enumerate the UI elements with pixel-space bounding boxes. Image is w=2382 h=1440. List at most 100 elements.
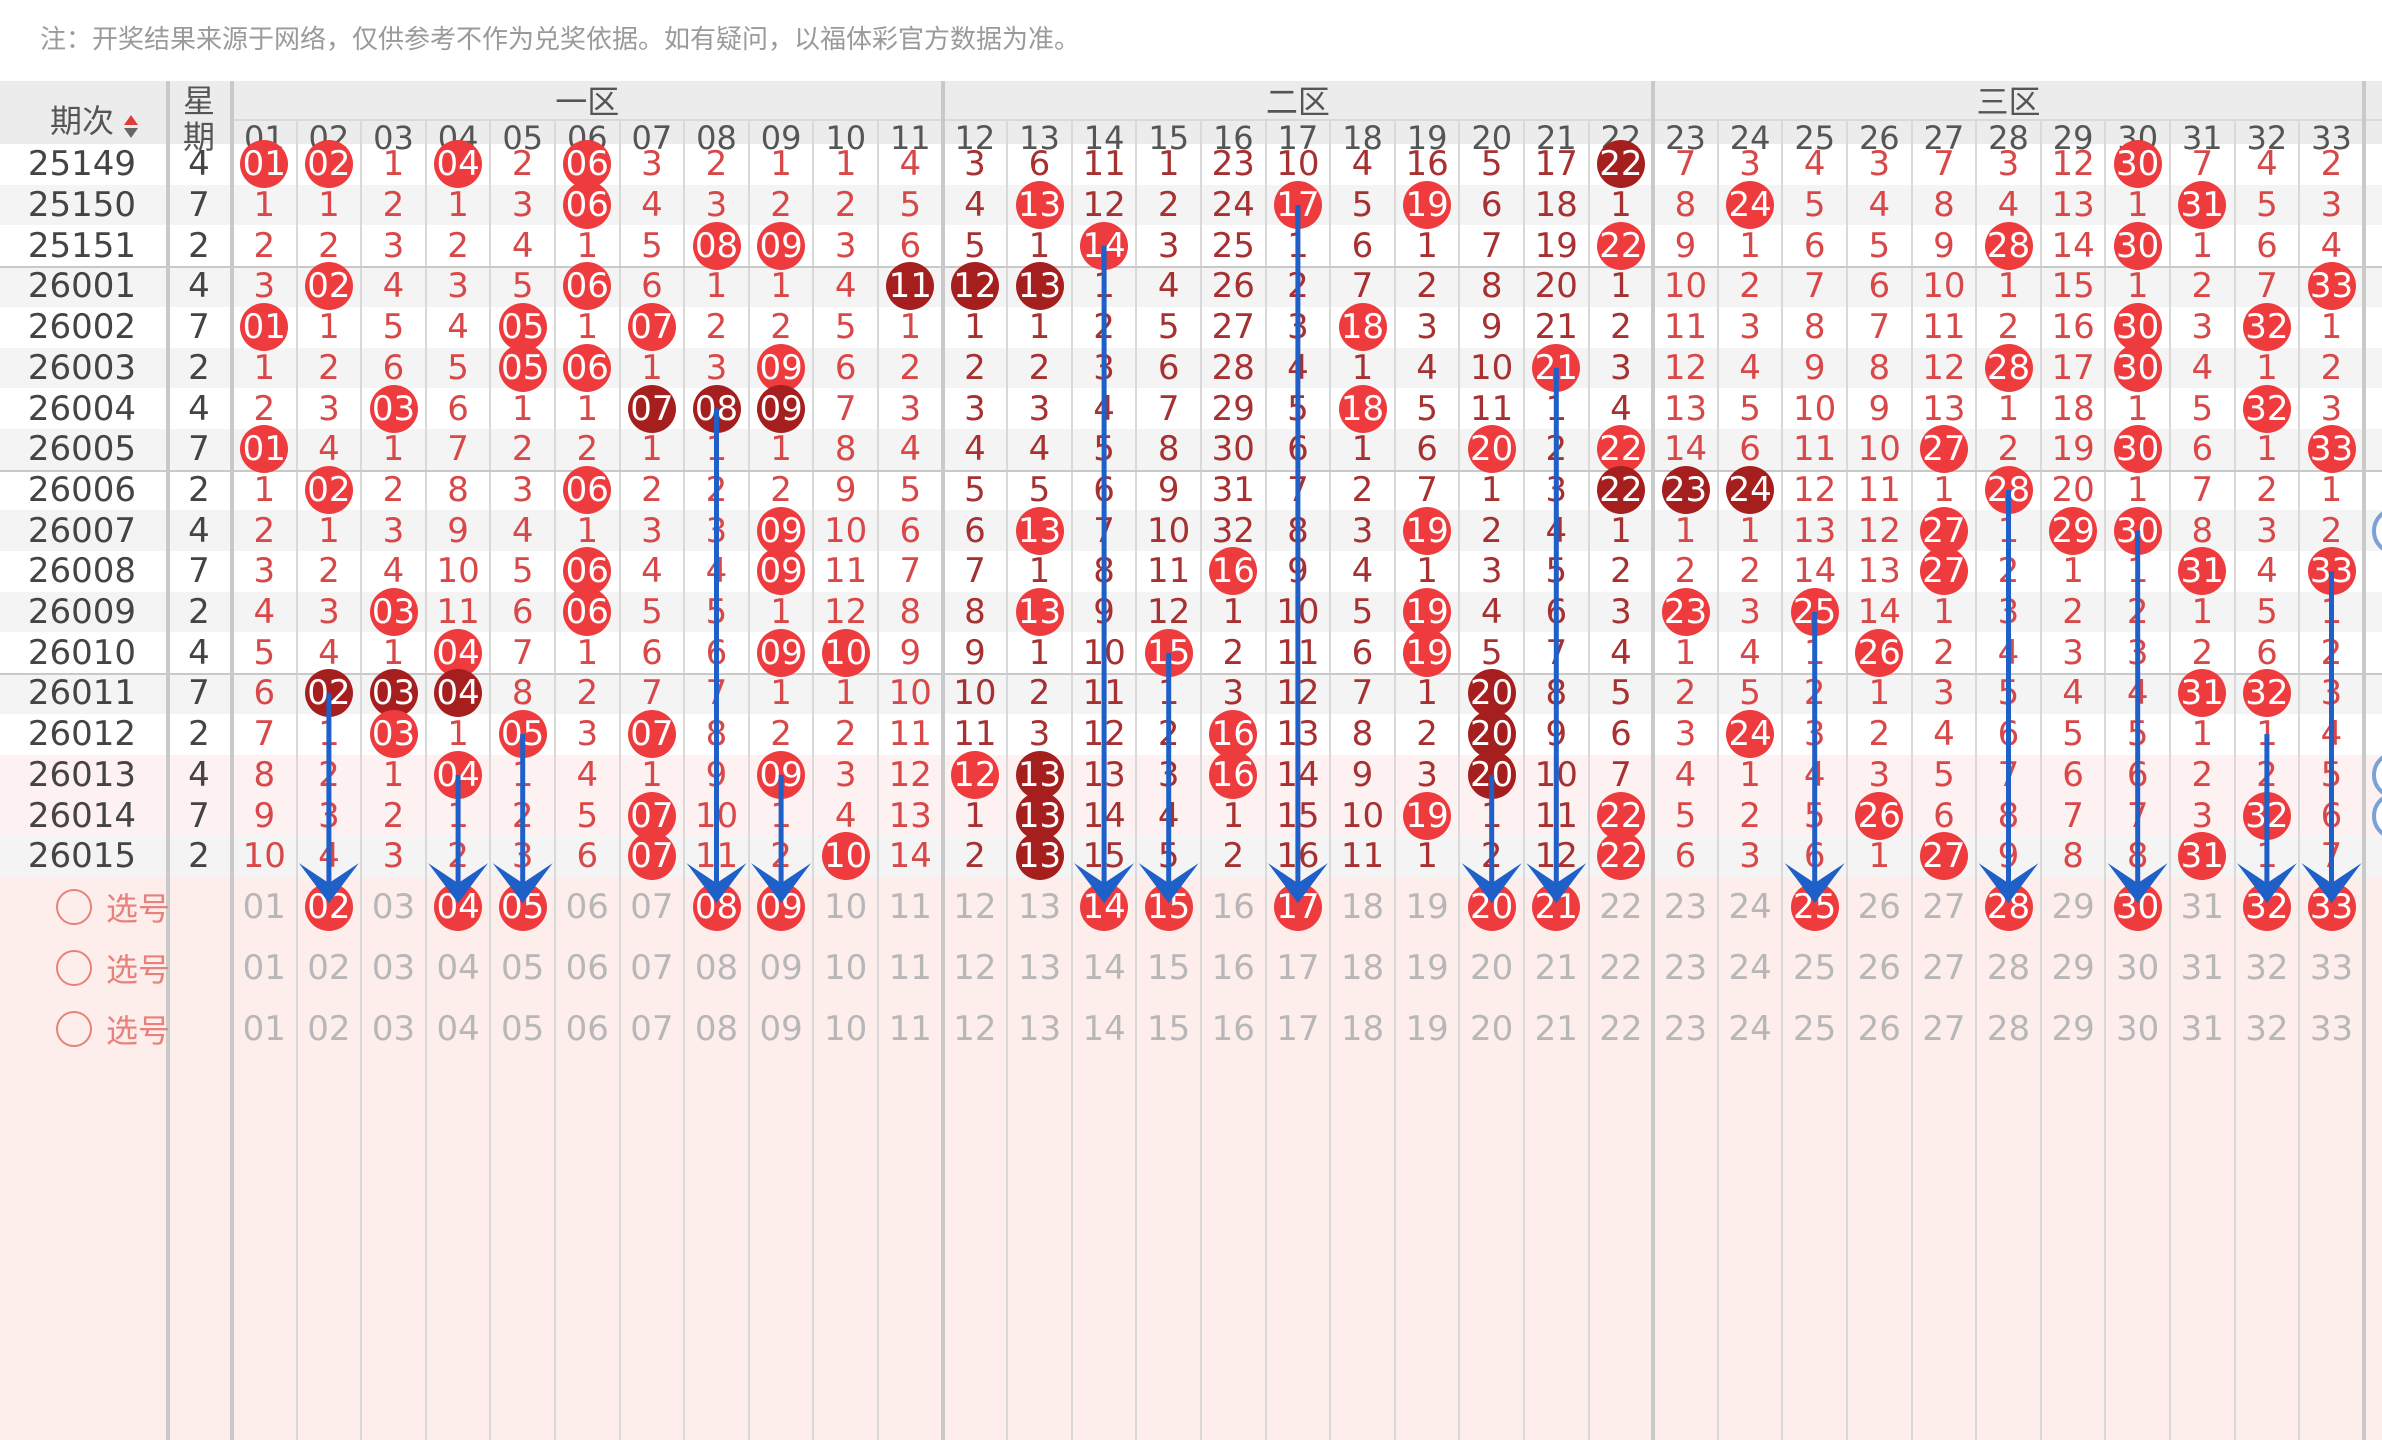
selected-ball-05[interactable]: 05 xyxy=(498,883,547,932)
select-number-11[interactable]: 11 xyxy=(888,948,932,989)
selected-ball-21[interactable]: 21 xyxy=(1532,883,1581,932)
select-number-30[interactable]: 30 xyxy=(2116,1009,2160,1050)
select-number-31[interactable]: 31 xyxy=(2180,1009,2224,1050)
select-radio[interactable] xyxy=(56,889,92,926)
select-number-26[interactable]: 26 xyxy=(1857,887,1901,928)
select-radio[interactable] xyxy=(56,950,92,987)
select-number-27[interactable]: 27 xyxy=(1922,1009,1966,1050)
select-number-22[interactable]: 22 xyxy=(1599,948,1643,989)
select-number-26[interactable]: 26 xyxy=(1857,1009,1901,1050)
selected-ball-14[interactable]: 14 xyxy=(1080,883,1129,932)
select-number-10[interactable]: 10 xyxy=(824,887,868,928)
select-number-18[interactable]: 18 xyxy=(1340,1009,1385,1050)
select-number-08[interactable]: 08 xyxy=(694,948,739,989)
select-radio[interactable] xyxy=(56,1011,92,1048)
select-number-31[interactable]: 31 xyxy=(2180,887,2224,928)
selected-ball-04[interactable]: 04 xyxy=(434,883,483,932)
select-number-22[interactable]: 22 xyxy=(1599,887,1643,928)
select-number-07[interactable]: 07 xyxy=(630,1009,674,1050)
select-number-12[interactable]: 12 xyxy=(953,948,997,989)
select-number-02[interactable]: 02 xyxy=(307,1009,351,1050)
select-number-32[interactable]: 32 xyxy=(2245,948,2289,989)
select-number-11[interactable]: 11 xyxy=(888,1009,932,1050)
selected-ball-32[interactable]: 32 xyxy=(2242,883,2291,932)
period-header[interactable]: 期次 xyxy=(50,101,115,140)
select-number-30[interactable]: 30 xyxy=(2116,948,2160,989)
select-number-21[interactable]: 21 xyxy=(1534,948,1578,989)
select-number-03[interactable]: 03 xyxy=(371,887,416,928)
selected-ball-08[interactable]: 08 xyxy=(692,883,741,932)
select-number-14[interactable]: 14 xyxy=(1082,1009,1126,1050)
select-number-07[interactable]: 07 xyxy=(630,887,674,928)
select-number-03[interactable]: 03 xyxy=(371,1009,416,1050)
select-number-17[interactable]: 17 xyxy=(1276,1009,1320,1050)
select-number-05[interactable]: 05 xyxy=(501,1009,545,1050)
select-number-15[interactable]: 15 xyxy=(1147,948,1191,989)
select-number-01[interactable]: 01 xyxy=(242,1009,286,1050)
select-number-13[interactable]: 13 xyxy=(1017,887,1062,928)
select-number-03[interactable]: 03 xyxy=(371,948,416,989)
select-number-06[interactable]: 06 xyxy=(565,1009,609,1050)
select-number-23[interactable]: 23 xyxy=(1663,948,1708,989)
select-number-13[interactable]: 13 xyxy=(1017,948,1062,989)
select-number-06[interactable]: 06 xyxy=(565,948,609,989)
selected-ball-09[interactable]: 09 xyxy=(757,883,806,932)
select-number-14[interactable]: 14 xyxy=(1082,948,1126,989)
select-number-32[interactable]: 32 xyxy=(2245,1009,2289,1050)
select-number-24[interactable]: 24 xyxy=(1728,1009,1772,1050)
select-number-27[interactable]: 27 xyxy=(1922,948,1966,989)
select-number-10[interactable]: 10 xyxy=(824,948,868,989)
selected-ball-20[interactable]: 20 xyxy=(1467,883,1516,932)
select-number-08[interactable]: 08 xyxy=(694,1009,739,1050)
select-number-24[interactable]: 24 xyxy=(1728,887,1772,928)
selected-ball-02[interactable]: 02 xyxy=(304,883,353,932)
select-number-18[interactable]: 18 xyxy=(1340,887,1385,928)
select-number-21[interactable]: 21 xyxy=(1534,1009,1578,1050)
select-number-25[interactable]: 25 xyxy=(1793,948,1837,989)
select-number-02[interactable]: 02 xyxy=(307,948,351,989)
select-number-26[interactable]: 26 xyxy=(1857,948,1901,989)
select-number-11[interactable]: 11 xyxy=(888,887,932,928)
selected-ball-33[interactable]: 33 xyxy=(2307,883,2356,932)
select-label[interactable]: 选号 xyxy=(106,951,171,990)
select-number-17[interactable]: 17 xyxy=(1276,948,1320,989)
select-number-33[interactable]: 33 xyxy=(2309,1009,2354,1050)
select-number-28[interactable]: 28 xyxy=(1986,1009,2031,1050)
select-number-09[interactable]: 09 xyxy=(759,948,803,989)
selected-ball-25[interactable]: 25 xyxy=(1790,883,1839,932)
select-label[interactable]: 选号 xyxy=(106,890,171,929)
select-number-16[interactable]: 16 xyxy=(1211,1009,1255,1050)
select-number-16[interactable]: 16 xyxy=(1211,887,1255,928)
select-number-23[interactable]: 23 xyxy=(1663,887,1708,928)
select-number-29[interactable]: 29 xyxy=(2051,887,2095,928)
select-number-29[interactable]: 29 xyxy=(2051,1009,2095,1050)
select-number-04[interactable]: 04 xyxy=(436,1009,480,1050)
select-number-04[interactable]: 04 xyxy=(436,948,480,989)
select-number-31[interactable]: 31 xyxy=(2180,948,2224,989)
select-label[interactable]: 选号 xyxy=(106,1012,171,1051)
select-number-16[interactable]: 16 xyxy=(1211,948,1255,989)
select-number-19[interactable]: 19 xyxy=(1405,887,1449,928)
selected-ball-30[interactable]: 30 xyxy=(2113,883,2162,932)
select-number-19[interactable]: 19 xyxy=(1405,948,1449,989)
select-number-01[interactable]: 01 xyxy=(242,887,286,928)
select-number-07[interactable]: 07 xyxy=(630,948,674,989)
select-number-19[interactable]: 19 xyxy=(1405,1009,1449,1050)
select-number-20[interactable]: 20 xyxy=(1470,948,1514,989)
select-number-13[interactable]: 13 xyxy=(1017,1009,1062,1050)
select-number-33[interactable]: 33 xyxy=(2309,948,2354,989)
select-number-22[interactable]: 22 xyxy=(1599,1009,1643,1050)
select-number-15[interactable]: 15 xyxy=(1147,1009,1191,1050)
selected-ball-17[interactable]: 17 xyxy=(1273,883,1322,932)
select-number-05[interactable]: 05 xyxy=(501,948,545,989)
select-number-25[interactable]: 25 xyxy=(1793,1009,1837,1050)
select-number-06[interactable]: 06 xyxy=(565,887,609,928)
select-number-01[interactable]: 01 xyxy=(242,948,286,989)
select-number-24[interactable]: 24 xyxy=(1728,948,1772,989)
select-number-20[interactable]: 20 xyxy=(1470,1009,1514,1050)
select-number-27[interactable]: 27 xyxy=(1922,887,1966,928)
select-number-28[interactable]: 28 xyxy=(1986,948,2031,989)
select-number-12[interactable]: 12 xyxy=(953,887,997,928)
select-number-12[interactable]: 12 xyxy=(953,1009,997,1050)
select-number-23[interactable]: 23 xyxy=(1663,1009,1708,1050)
